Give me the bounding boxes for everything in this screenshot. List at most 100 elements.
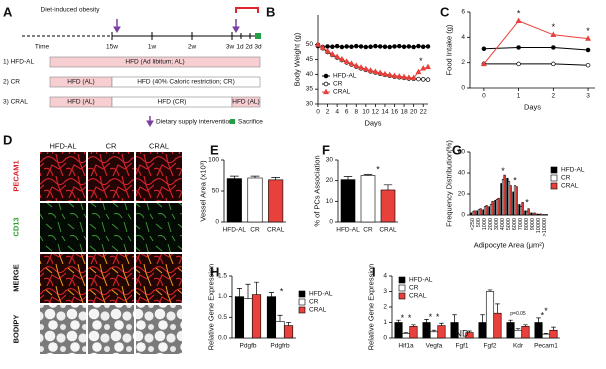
y-tick-label: 1.5 — [218, 273, 227, 280]
intervention-arrow — [113, 19, 240, 33]
marker — [425, 44, 431, 49]
error-bar — [403, 332, 409, 334]
error-bar — [271, 177, 281, 180]
error-bar — [543, 333, 549, 335]
marker — [353, 62, 360, 68]
y-tick-label: 40 — [306, 71, 314, 78]
marker — [410, 74, 417, 81]
marker — [367, 67, 374, 73]
x-tick-label: <250 — [470, 218, 476, 230]
y-tick-label: 10 — [326, 198, 334, 205]
legend-label: CR — [333, 81, 343, 88]
x-tick-label: 4 — [335, 109, 339, 116]
y-tick-label: 0 — [461, 85, 465, 92]
marker — [315, 41, 321, 47]
annotation: * — [517, 8, 521, 18]
marker — [377, 44, 383, 49]
marker — [406, 44, 412, 49]
annotation: * — [544, 306, 548, 316]
micrograph — [40, 203, 86, 252]
bar — [251, 294, 262, 339]
legend-label: HFD-AL — [333, 73, 357, 80]
marker — [551, 61, 556, 67]
y-tick-label: 50 — [212, 188, 220, 195]
marker — [405, 74, 412, 80]
feeding-bracket — [235, 7, 259, 13]
bar — [437, 325, 446, 339]
y-tick-label: 45 — [306, 56, 314, 63]
legend-swatch — [298, 306, 306, 314]
legend-swatch — [230, 119, 235, 124]
legend-label: CR — [561, 175, 571, 182]
marker — [319, 44, 326, 50]
error-bar — [452, 314, 457, 323]
legend-label: CRAL — [409, 293, 427, 300]
y-tick-label: 30 — [306, 101, 314, 108]
bar — [497, 197, 500, 216]
error-bar — [495, 303, 500, 314]
x-axis-label: Days — [524, 103, 541, 112]
annotation: * — [586, 26, 590, 36]
x-tick-label: 0 — [482, 93, 486, 100]
bar — [549, 329, 558, 339]
x-tick-label: 16 — [391, 109, 399, 116]
diet-segment — [231, 96, 261, 108]
x-tick-label: Fgf1 — [455, 343, 468, 350]
annotation: ND — [456, 328, 469, 338]
x-tick-label: Pdgfb — [240, 343, 257, 350]
bar — [545, 214, 548, 216]
x-tick-label: 3 — [586, 93, 590, 100]
error-bar — [268, 292, 275, 297]
panel-letter: I — [372, 265, 376, 280]
x-tick-label: 2 — [552, 93, 556, 100]
x-tick-label: 12 — [372, 109, 380, 116]
marker — [334, 43, 340, 49]
marker — [420, 44, 426, 49]
micrograph — [136, 305, 182, 354]
series-line — [483, 46, 589, 51]
time-tick-label: 3d — [254, 44, 262, 51]
marker — [358, 64, 365, 70]
panel-letter: B — [266, 5, 275, 20]
marker — [516, 61, 521, 67]
marker — [392, 44, 397, 49]
marker — [585, 47, 591, 53]
bar — [234, 296, 245, 339]
x-tick-label: 3000 — [494, 218, 500, 230]
x-axis-label: Days — [364, 119, 381, 128]
y-axis-label: Relative Gene Expression — [367, 264, 376, 351]
y-tick-label: 35 — [306, 86, 314, 93]
segment-label: HFD (AL) — [232, 99, 259, 106]
x-tick-label: 20 — [410, 109, 418, 116]
x-tick-label: 22 — [420, 109, 428, 116]
y-tick-label: 0 — [329, 219, 333, 226]
annotation: * — [401, 313, 405, 323]
error-bar — [431, 329, 437, 332]
annotation: * — [552, 22, 556, 32]
marker — [550, 31, 557, 37]
legend-swatch — [398, 292, 406, 300]
x-tick-label: 8 — [354, 109, 358, 116]
marker — [585, 62, 591, 68]
micrograph-row — [40, 203, 182, 252]
error-bar — [383, 184, 393, 190]
error-bar — [515, 328, 521, 331]
error-bar — [480, 314, 485, 323]
phase-label: Diet-induced obesity — [41, 7, 101, 14]
panel-letter: C — [440, 5, 450, 20]
error-bar — [508, 319, 513, 323]
marker — [397, 43, 402, 49]
segment-label: HFD (Ad libitum; AL) — [125, 59, 184, 66]
group-label: 2) CR — [3, 79, 20, 86]
legend-marker — [323, 73, 329, 79]
micrograph-row — [40, 152, 182, 201]
micrograph — [88, 305, 134, 354]
marker — [416, 76, 421, 82]
error-bar — [396, 319, 401, 323]
marker — [551, 45, 556, 50]
error-bar — [245, 283, 251, 299]
marker — [425, 77, 431, 82]
marker — [329, 50, 336, 57]
timeline: A Diet-induced obesity Time 15w 1w 2w 3w… — [3, 5, 263, 127]
panel-letter: A — [3, 5, 13, 20]
